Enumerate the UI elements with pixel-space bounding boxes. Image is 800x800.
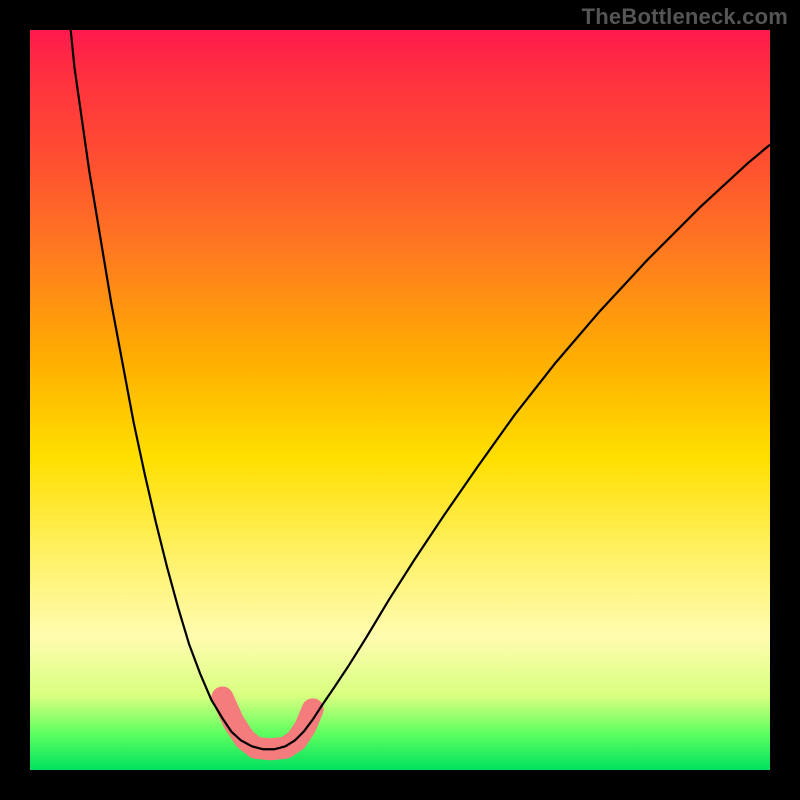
watermark-text: TheBottleneck.com [582,4,788,30]
chart-frame: TheBottleneck.com [0,0,800,800]
plot-area [30,30,770,770]
